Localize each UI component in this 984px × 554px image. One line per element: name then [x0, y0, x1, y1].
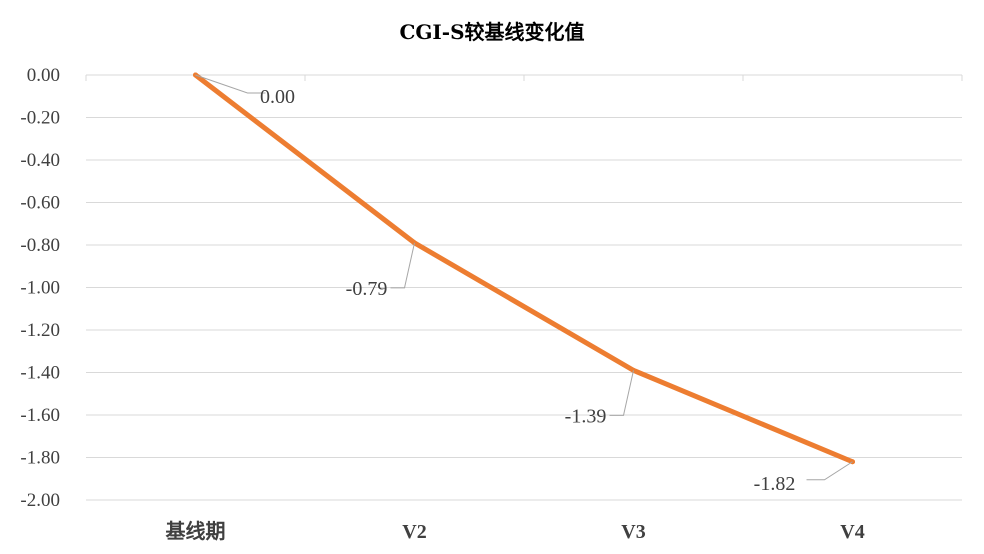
- y-tick-label: -0.60: [20, 193, 60, 214]
- data-label-leader: [390, 242, 415, 289]
- x-tick-label: V2: [402, 521, 426, 543]
- x-tick-label: V4: [840, 521, 864, 543]
- x-tick-label: 基线期: [166, 519, 226, 543]
- y-tick-label: -2.00: [20, 490, 60, 511]
- data-label: -0.79: [346, 278, 388, 300]
- data-label: -1.82: [754, 473, 796, 495]
- y-tick-label: -1.20: [20, 320, 60, 341]
- y-tick-label: -0.40: [20, 150, 60, 171]
- y-tick-label: -1.40: [20, 363, 60, 384]
- label-layer: 0.00 -0.79 -1.39 -1.82: [195, 74, 853, 495]
- y-tick-label: -0.80: [20, 235, 60, 256]
- data-label-leader: [806, 461, 853, 481]
- data-label: -1.39: [565, 405, 607, 427]
- series-line: [193, 72, 855, 465]
- x-tick-label: V3: [621, 521, 645, 543]
- grid-layer: [85, 74, 963, 501]
- series-layer: [193, 72, 855, 465]
- y-tick-label: 0.00: [27, 65, 60, 86]
- chart-title: CGI-S较基线变化值: [399, 20, 585, 44]
- data-label: 0.00: [260, 86, 295, 108]
- data-label-leader: [195, 74, 266, 94]
- y-tick-label: -1.00: [20, 278, 60, 299]
- y-tick-label: -0.20: [20, 108, 60, 129]
- y-tick-label: -1.80: [20, 448, 60, 469]
- y-tick-label: -1.60: [20, 405, 60, 426]
- data-label-leader: [609, 370, 634, 416]
- axis-layer: 0.00 -0.20 -0.40 -0.60 -0.80 -1.00 -1.20 -1.40 -…: [20, 65, 864, 543]
